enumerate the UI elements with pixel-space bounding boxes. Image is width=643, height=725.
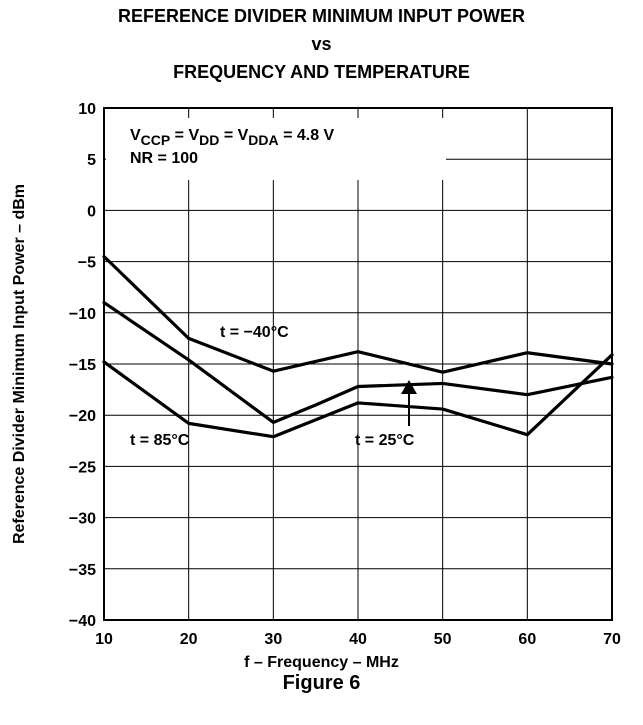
label-t-25: t = 25°C [355, 432, 415, 449]
y-tick-label: 5 [87, 152, 96, 169]
x-tick-label: 20 [180, 631, 198, 648]
y-tick-label: −10 [69, 306, 96, 323]
x-tick-label: 10 [95, 631, 113, 648]
cond-value: = 4.8 V [279, 127, 335, 144]
figure-caption: Figure 6 [282, 672, 361, 694]
chart-title-line-2: vs [311, 34, 332, 54]
series-lines [102, 254, 614, 439]
y-tick-label: −25 [69, 459, 96, 476]
cond-eq1: = V [170, 127, 199, 144]
series-line-0 [102, 254, 614, 374]
grid-lines [104, 108, 612, 620]
chart-title-line-1: REFERENCE DIVIDER MINIMUM INPUT POWER [117, 6, 525, 26]
x-tick-label: 70 [603, 631, 621, 648]
cond-eq2: = V [219, 127, 248, 144]
x-tick-labels: 10 20 30 40 50 60 70 [95, 631, 621, 648]
x-axis-label: f – Frequency – MHz [244, 654, 399, 671]
y-tick-label: 10 [78, 101, 96, 118]
conditions-background [106, 118, 446, 180]
conditions-label: VCCP = VDD = VDDA = 4.8 V [130, 127, 335, 148]
y-tick-labels: 10 5 0 −5 −10 −15 −20 −25 −30 −35 −40 [69, 101, 96, 630]
x-tick-label: 30 [264, 631, 282, 648]
cond-sub-dda: DDA [248, 132, 278, 148]
x-tick-label: 50 [434, 631, 452, 648]
cond-v1: V [130, 127, 141, 144]
label-t-minus40: t = −40°C [220, 324, 289, 341]
y-tick-label: −5 [78, 255, 96, 272]
chart-title-line-3: FREQUENCY AND TEMPERATURE [173, 62, 470, 82]
y-tick-label: −20 [69, 408, 96, 425]
cond-sub-dd: DD [199, 132, 219, 148]
y-tick-label: −30 [69, 511, 96, 528]
conditions-nr-label: NR = 100 [130, 150, 198, 167]
y-tick-label: −40 [69, 613, 96, 630]
x-tick-label: 40 [349, 631, 367, 648]
y-tick-label: −15 [69, 357, 96, 374]
label-t-85: t = 85°C [130, 432, 190, 449]
series-line-2 [102, 353, 614, 439]
y-tick-label: 0 [87, 203, 96, 220]
y-tick-label: −35 [69, 562, 96, 579]
arrow-head [401, 380, 417, 394]
x-tick-label: 60 [518, 631, 536, 648]
cond-sub-ccp: CCP [141, 132, 171, 148]
series-line-1 [102, 300, 614, 424]
